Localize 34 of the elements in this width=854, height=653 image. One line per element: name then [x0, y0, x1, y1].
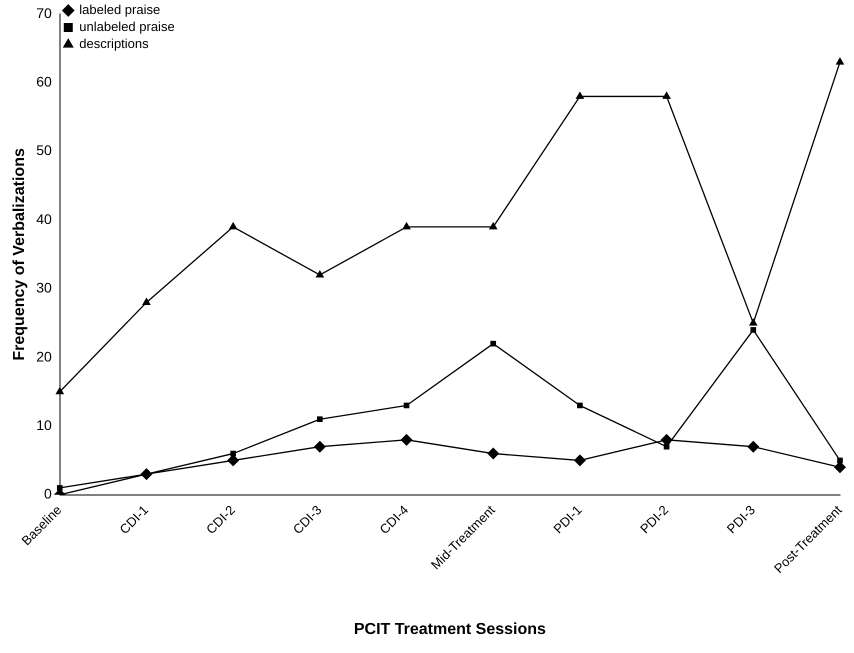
point — [316, 270, 324, 278]
y-tick-label: 10 — [36, 416, 52, 433]
x-axis-title: PCIT Treatment Sessions — [354, 620, 546, 638]
y-tick-label: 40 — [36, 210, 52, 227]
legend-label: labeled praise — [79, 2, 160, 18]
point — [750, 327, 756, 333]
point — [574, 454, 586, 466]
point — [402, 222, 411, 230]
point — [400, 434, 413, 446]
y-tick-label: 70 — [36, 4, 52, 21]
y-tick-label: 50 — [36, 142, 52, 158]
point — [142, 297, 151, 305]
point — [748, 318, 758, 326]
point — [55, 386, 64, 394]
point — [314, 440, 326, 453]
point — [228, 222, 238, 230]
y-tick-label: 60 — [36, 74, 52, 90]
point — [747, 440, 760, 453]
y-axis-title: Frequency of Verbalizations — [11, 148, 28, 361]
y-tick-label: 0 — [44, 486, 52, 502]
point — [140, 468, 152, 480]
point — [404, 402, 410, 408]
point — [317, 416, 323, 422]
y-tick-label: 20 — [36, 348, 52, 364]
y-tick-label: 30 — [36, 280, 52, 296]
point — [662, 91, 671, 99]
point — [576, 91, 584, 99]
point — [488, 222, 498, 230]
point — [490, 340, 496, 346]
legend-label: unlabeled praise — [79, 19, 175, 34]
point — [487, 448, 500, 460]
legend-label: descriptions — [79, 36, 150, 52]
point — [577, 402, 583, 408]
point — [836, 57, 844, 65]
